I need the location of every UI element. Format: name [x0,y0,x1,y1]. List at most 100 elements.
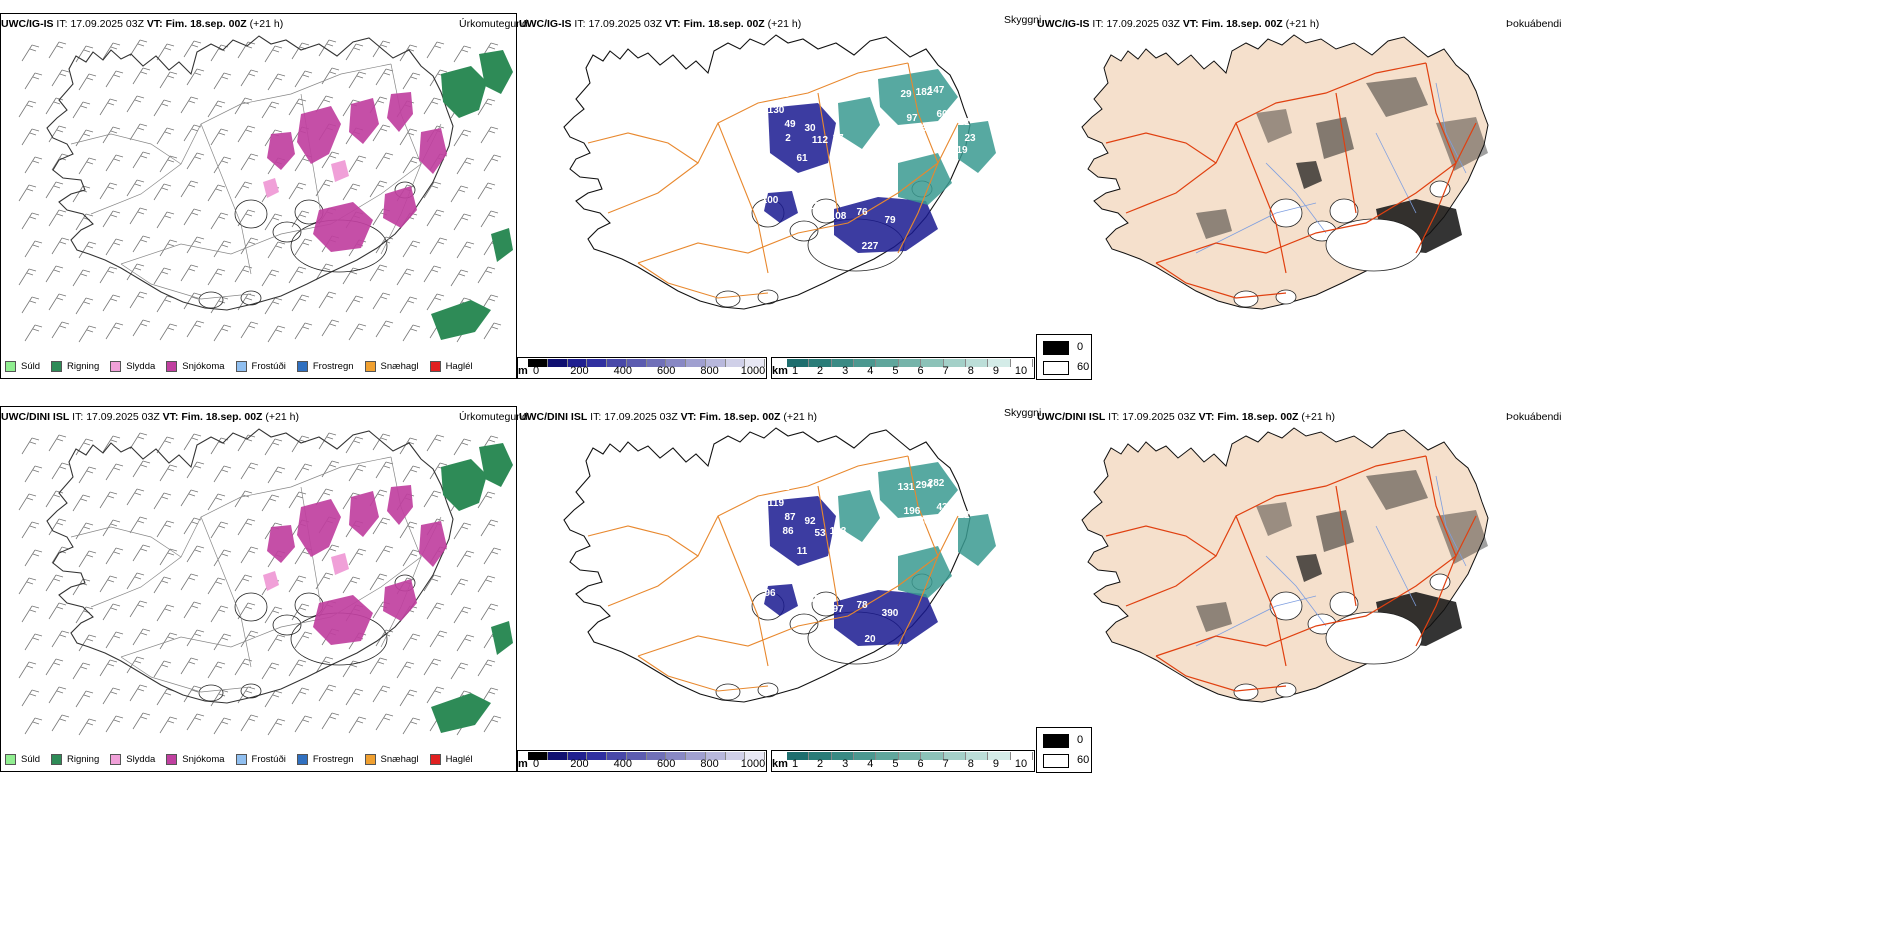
wind-barb [318,432,337,450]
wind-barb [78,157,97,175]
precip-legend: Súld Rigning Slydda Snjókoma Frostúði Frostre… [5,751,484,767]
visibility-ticks: 1 2 3 4 5 6 7 8 9 10 [787,365,1033,379]
glacier-outline [757,289,779,305]
road-line [817,92,839,214]
colorbar-segment [666,359,686,367]
wind-barb [105,631,124,649]
wind-barb [426,293,445,311]
colorbar-tick-label: 800 [700,758,719,770]
legend-swatch [235,753,247,765]
wind-barb [288,491,307,509]
wind-barb [345,43,364,61]
cloud-base-value: 282 [928,478,945,489]
precip-legend-item: Frostúði [235,360,286,372]
cloud-base-value: 13 [808,201,820,212]
colorbar-segment [547,359,568,367]
road-line [1335,92,1357,214]
wind-barb [264,690,283,708]
wind-barb [186,68,205,86]
colorbar-tick-label: 1 [791,365,799,377]
wind-barb [129,432,148,450]
glacier-area [1233,290,1259,308]
glacier-area [1233,683,1259,701]
wind-barb [156,127,175,145]
wind-barb [321,67,340,85]
precip-legend-item: Snæhagl [364,753,419,765]
wind-barb [156,295,175,313]
wind-barb [213,549,232,567]
wind-barb [72,578,91,596]
wind-barb [51,69,70,87]
wind-barb [75,129,94,147]
wind-barb [21,521,40,539]
wind-barb [72,662,91,680]
legend-label: Frostregn [312,360,354,372]
wind-barb [453,45,472,63]
legend-swatch [364,753,376,765]
cloud-base-value: 227 [862,241,879,252]
wind-barb [21,44,40,62]
snow-area [297,106,341,164]
cloud-base-value: 60 [936,109,948,120]
cloud-base-value: 121 [840,542,857,553]
cloud-base-value: 97 [906,113,918,124]
wind-barb [132,319,151,337]
colorbar-segment [809,359,832,367]
fog-legend-swatch [1043,341,1069,355]
fog-index-map [1081,34,1489,310]
wind-barb [402,72,421,90]
wind-barb [132,628,151,646]
wind-barb [453,129,472,147]
colorbar-tick-label: 3 [842,365,849,377]
colorbar-segment [607,752,627,760]
wind-barb [402,465,421,483]
fog-legend-row2: 0 60 [1036,727,1092,773]
wind-barb [348,323,367,341]
colorbar-tick-label: 7 [942,758,949,770]
rain-area [479,50,513,94]
wind-barb [288,266,307,284]
wind-barb [159,716,178,734]
cloud-base-value: 130 [768,105,785,116]
wind-barb [180,489,199,507]
wind-barb [126,656,145,674]
wind-barb [288,98,307,116]
wind-barb [237,41,256,59]
road-line [637,655,769,692]
fog-area [1436,117,1488,171]
wind-barb [126,179,145,197]
wind-barb [345,295,364,313]
road-line [200,516,252,668]
fog-legend-swatch [1043,361,1069,375]
wind-barbs [18,432,502,736]
wind-barb [24,324,43,342]
road-line [120,516,442,658]
cloud-base-value: 58 [778,89,790,100]
road-line [637,515,959,657]
legend-label: Frostúði [251,753,286,765]
fog-area [1196,602,1232,632]
road-line [607,62,909,214]
road-line [1235,515,1287,667]
wind-barb [453,213,472,231]
wind-barb [426,686,445,704]
wind-barb [132,67,151,85]
wind-barb [483,547,502,565]
visibility-colorbar-swatches [787,359,1033,367]
cloud-area [898,153,952,205]
road-line [1155,655,1287,692]
wind-barb [180,264,199,282]
wind-barb [51,237,70,255]
river-line [1375,525,1417,607]
legend-swatch [296,753,308,765]
colorbar-segment [725,752,746,760]
wind-barb [372,517,391,535]
wind-barb [186,545,205,563]
cloud-area [768,103,836,173]
rain-area [431,300,491,340]
colorbar-tick-label: 2 [817,365,824,377]
colorbar-segment [646,359,667,367]
cloud-base-value: 31 [942,193,954,204]
colorbar-segment [921,752,944,760]
fog-area [1366,470,1428,510]
